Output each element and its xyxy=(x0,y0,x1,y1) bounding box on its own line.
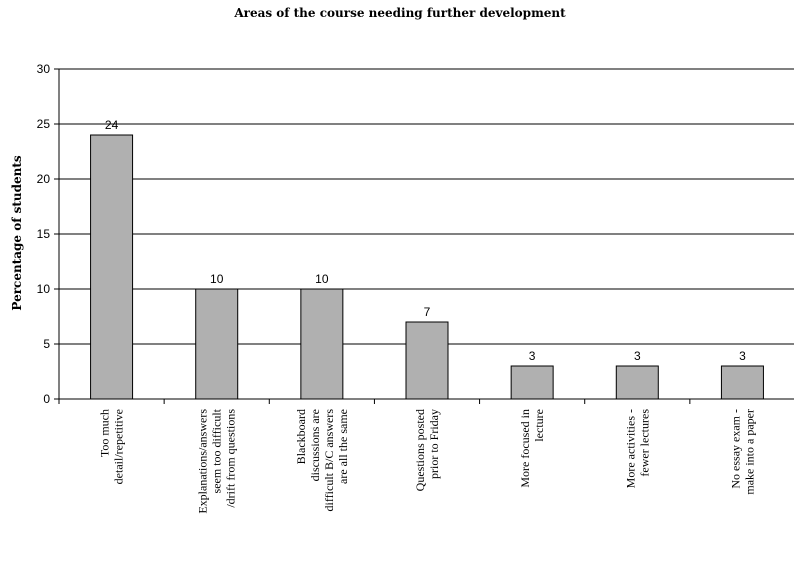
x-category-label-line: difficult B/C answers xyxy=(322,409,336,512)
x-category-label: No essay exam -make into a paper xyxy=(728,409,756,495)
y-tick-label: 5 xyxy=(43,337,50,351)
bar-value-label: 7 xyxy=(424,305,431,319)
x-category-label: Blackboarddiscussions aredifficult B/C a… xyxy=(294,409,350,512)
bar xyxy=(195,288,239,400)
bar xyxy=(90,134,134,400)
x-category-label-line: Explanations/answers xyxy=(196,409,210,514)
bar-value-label: 24 xyxy=(105,118,119,132)
bar-value-label: 3 xyxy=(529,349,536,363)
plot-area: 0 5 10 15 20 25 30 24 Too muchdetail/repetitive 1… xyxy=(37,62,794,514)
x-category-label-line: lecture xyxy=(532,409,546,442)
x-category-label-line: /drift from questions xyxy=(224,409,238,508)
bar-value-label: 10 xyxy=(315,272,329,286)
y-tick-label: 30 xyxy=(37,62,51,76)
x-category-label-line: Questions posted xyxy=(413,409,427,491)
x-category-label-line: discussions are xyxy=(308,409,322,481)
x-category-label-line: More activities - xyxy=(623,409,637,488)
bar xyxy=(405,321,449,400)
bar-value-label: 10 xyxy=(210,272,224,286)
x-category-label-line: detail/repetitive xyxy=(112,409,126,484)
x-category-label: Explanations/answersseem too difficult/d… xyxy=(196,408,238,513)
bar xyxy=(615,365,659,400)
x-category-label-line: Too much xyxy=(98,409,112,457)
y-tick-label: 10 xyxy=(37,282,51,296)
x-category-label-line: Blackboard xyxy=(294,409,308,464)
bar-value-label: 3 xyxy=(739,349,746,363)
x-category-label: More activities -fewer lectures xyxy=(623,409,651,489)
y-axis-label: Percentage of students xyxy=(10,155,24,311)
x-category-label-line: No essay exam - xyxy=(728,409,742,489)
x-category-label: More focused inlecture xyxy=(518,409,546,488)
x-category-label-line: seem too difficult xyxy=(210,408,224,493)
x-category-label-line: prior to Friday xyxy=(427,409,441,479)
y-tick-label: 20 xyxy=(37,172,51,186)
x-category-label-line: are all the same xyxy=(336,409,350,484)
x-category-label: Too muchdetail/repetitive xyxy=(98,409,126,484)
y-tick-label: 15 xyxy=(37,227,51,241)
y-tick-label: 0 xyxy=(43,392,50,406)
x-category-label-line: More focused in xyxy=(518,409,532,488)
bar xyxy=(510,365,554,400)
bar-value-label: 3 xyxy=(634,349,641,363)
x-category-label-line: make into a paper xyxy=(742,409,756,495)
x-category-label-line: fewer lectures xyxy=(637,409,651,477)
chart-title: Areas of the course needing further deve… xyxy=(233,6,566,20)
bar xyxy=(720,365,764,400)
y-tick-label: 25 xyxy=(37,117,51,131)
x-category-label: Questions postedprior to Friday xyxy=(413,409,441,491)
bar xyxy=(300,288,344,400)
